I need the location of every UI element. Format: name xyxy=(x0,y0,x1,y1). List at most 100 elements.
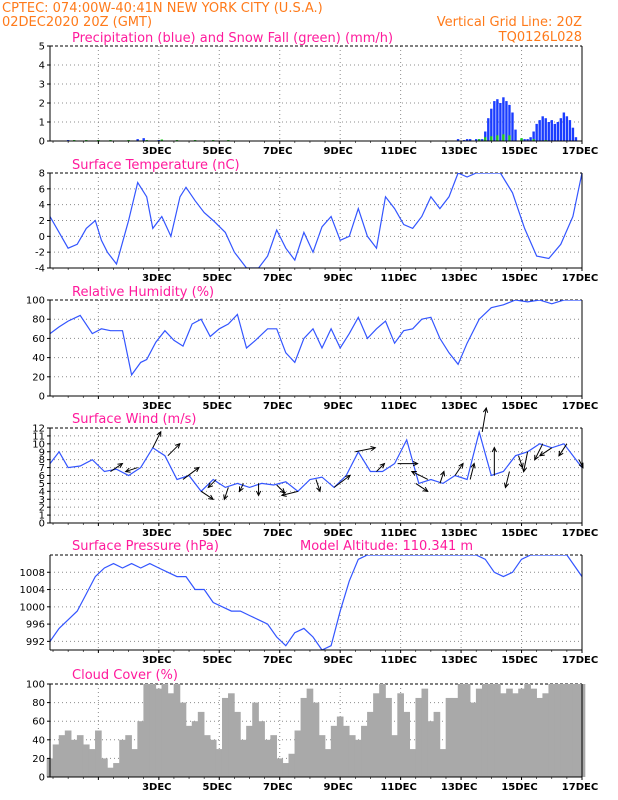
series-line xyxy=(50,300,582,377)
header-run-time: 02DEC2020 20Z (GMT) xyxy=(2,15,152,30)
wind-arrow-head xyxy=(412,460,419,467)
y-tick-label: 0 xyxy=(39,232,45,243)
cloud-bar xyxy=(536,697,544,777)
cloud-bar xyxy=(373,693,380,777)
y-tick-label: 8 xyxy=(39,169,45,180)
x-tick-label: 13DEC xyxy=(441,655,477,666)
precip-bar xyxy=(456,139,460,141)
cloud-bar xyxy=(258,721,265,777)
cloud-bar xyxy=(445,697,453,777)
y-tick-label: 60 xyxy=(32,717,45,728)
snow-bar xyxy=(490,136,493,141)
cloud-bar xyxy=(197,711,205,777)
y-tick-label: 20 xyxy=(32,372,45,383)
cloud-bar xyxy=(469,702,477,777)
x-tick-label: 13DEC xyxy=(441,146,477,157)
cloud-bar xyxy=(324,749,332,777)
wind-arrow-head xyxy=(316,486,322,493)
wind-arrow-head xyxy=(223,494,229,501)
y-tick-label: 80 xyxy=(32,698,45,709)
wind-arrow-head xyxy=(482,406,489,413)
cloud-bar xyxy=(119,739,126,777)
cloud-bar xyxy=(52,744,60,777)
x-tick-label: 9DEC xyxy=(323,528,352,539)
cloud-cover-title: Cloud Cover (%) xyxy=(72,668,178,683)
cloud-bar xyxy=(173,684,181,777)
precip-bar xyxy=(481,139,484,141)
cloud-bar xyxy=(288,753,296,777)
x-tick-label: 11DEC xyxy=(380,401,416,412)
wind-arrow-head xyxy=(503,482,510,489)
model-altitude: Model Altitude: 110.341 m xyxy=(300,539,473,554)
snow-bar xyxy=(520,138,523,141)
cloud-bar xyxy=(113,763,120,777)
precip-bar xyxy=(490,108,493,141)
x-tick-label: 11DEC xyxy=(380,655,416,666)
wind-arrow xyxy=(355,447,376,453)
wind-arrow-head xyxy=(521,466,528,473)
wind-arrow-head xyxy=(208,494,215,500)
wind-arrow-head xyxy=(410,470,417,476)
cloud-bar xyxy=(209,739,217,777)
cloud-bar xyxy=(439,749,447,777)
y-tick-label: 100 xyxy=(26,296,45,307)
cloud-bar xyxy=(427,721,435,777)
y-tick-label: 80 xyxy=(32,315,45,326)
x-tick-label: 11DEC xyxy=(380,528,416,539)
temperature-panel: Surface Temperature (nC) -4 -2 0 2 4 6 8 3DEC 5D… xyxy=(35,158,598,284)
cloud-bar xyxy=(240,739,247,777)
cloud-bar xyxy=(270,735,278,777)
x-tick-label: 9DEC xyxy=(323,782,352,793)
precip-bar xyxy=(571,127,575,141)
cloud-bar xyxy=(463,684,471,777)
y-tick-label: 20 xyxy=(32,754,45,765)
cloud-bar xyxy=(264,739,271,777)
cloud-bar xyxy=(312,702,320,777)
y-tick-label: 5 xyxy=(39,479,45,490)
wind-arrow xyxy=(415,483,429,492)
precip-bar xyxy=(502,97,505,141)
cloud-bar xyxy=(415,697,423,777)
x-tick-label: 5DEC xyxy=(203,401,232,412)
humidity-title: Relative Humidity (%) xyxy=(72,285,214,300)
precip-bar xyxy=(568,120,572,141)
x-tick-label: 5DEC xyxy=(203,782,232,793)
cloud-bar xyxy=(191,721,199,777)
cloud-bar xyxy=(101,758,108,777)
cloud-bar xyxy=(234,711,241,777)
wind-arrow xyxy=(376,463,385,472)
cloud-bar xyxy=(397,693,404,777)
x-tick-label: 13DEC xyxy=(441,528,477,539)
x-tick-label: 3DEC xyxy=(142,655,171,666)
x-tick-label: 3DEC xyxy=(142,528,171,539)
cloud-bar xyxy=(149,684,157,777)
wind-arrow-head xyxy=(124,467,131,473)
cloud-bar xyxy=(385,697,392,777)
cloud-bar xyxy=(506,688,513,777)
cloud-bar xyxy=(228,693,235,777)
wind-arrow xyxy=(439,471,445,484)
snow-bar xyxy=(478,139,481,141)
cloud-bar xyxy=(215,749,223,777)
pressure-panel: Surface Pressure (hPa) Model Altitude: 1… xyxy=(20,539,599,666)
x-tick-label: 3DEC xyxy=(142,273,171,284)
wind-arrow xyxy=(315,479,321,492)
y-tick-label: 1000 xyxy=(20,602,45,613)
cloud-bar xyxy=(379,684,386,777)
precip-bar xyxy=(136,139,139,141)
wind-arrow-head xyxy=(558,450,564,457)
y-tick-label: 3 xyxy=(39,495,45,506)
wind-arrow-head xyxy=(458,462,464,469)
y-tick-label: 1008 xyxy=(20,568,45,579)
snow-bar xyxy=(502,134,505,141)
cloud-bar xyxy=(451,697,459,777)
cloud-bar xyxy=(82,744,90,777)
cloud-bar xyxy=(342,725,350,777)
precip-bar xyxy=(499,103,502,141)
cloud-bar xyxy=(179,702,187,777)
x-tick-label: 3DEC xyxy=(142,782,171,793)
y-tick-label: 12 xyxy=(32,424,45,435)
x-tick-label: 9DEC xyxy=(323,655,352,666)
cloud-bar xyxy=(548,684,556,777)
cloud-bar xyxy=(185,725,193,777)
